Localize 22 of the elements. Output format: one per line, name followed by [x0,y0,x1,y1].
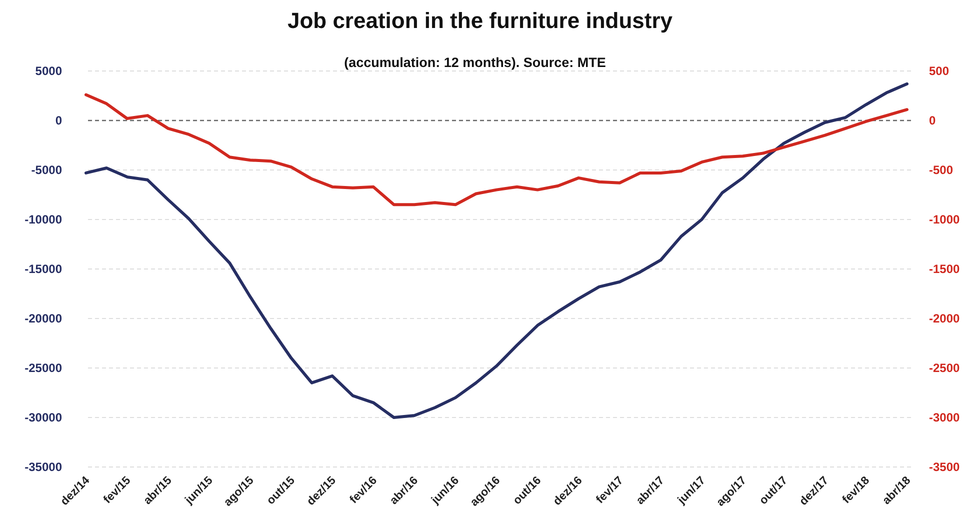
y2-tick-label: -1500 [929,262,960,276]
y2-tick-label: -2000 [929,312,960,326]
y-tick-label: -5000 [31,163,62,178]
y2-tick-label: -3500 [929,460,960,474]
y2-tick-label: -1000 [929,212,960,227]
line-series [84,82,908,419]
y-tick-label: -25000 [24,361,62,376]
y2-tick-label: -2500 [929,361,960,376]
y-tick-label: 0 [55,114,62,128]
y-tick-label: -30000 [24,410,62,425]
y-tick-label: 5000 [35,64,62,78]
y-tick-label: -20000 [24,312,62,326]
line-series [84,93,908,206]
y-tick-label: -10000 [24,212,62,227]
chart-title: Job creation in the furniture industry [287,8,674,33]
y2-tick-label: -3000 [929,410,960,425]
y-tick-label: -15000 [24,262,62,276]
y2-tick-label: 500 [929,64,950,78]
chart-subtitle: (accumulation: 12 months). Source: MTE [344,55,606,70]
y2-tick-label: -500 [929,163,954,178]
y-tick-label: -35000 [24,460,62,474]
y2-tick-label: 0 [929,114,936,128]
